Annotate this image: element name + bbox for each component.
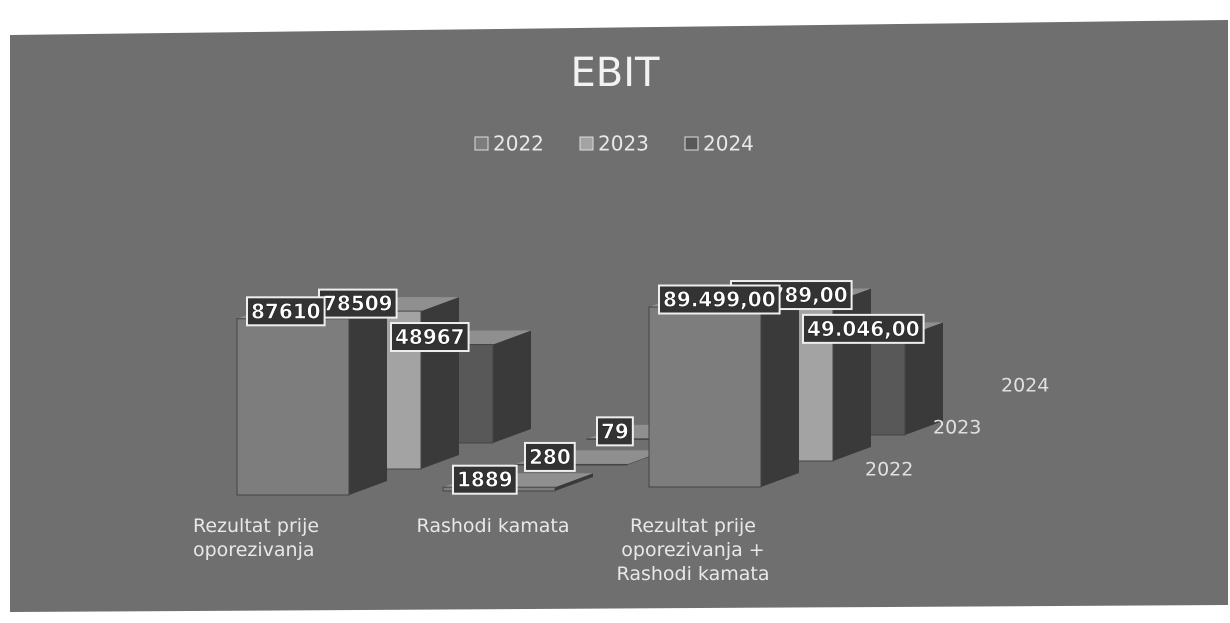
legend-label: 2022 (493, 132, 544, 156)
data-label: 89.499,00 (663, 288, 776, 312)
legend-swatch (579, 136, 594, 151)
data-label-box (658, 284, 781, 315)
data-label: 79 (601, 419, 629, 443)
x-tick-label: Rezultat prije oporezivanja (193, 515, 320, 561)
bar-side (761, 293, 799, 487)
depth-axis-label: 2024 (1001, 375, 1049, 397)
bar-side (555, 473, 593, 491)
chart-title: EBIT (571, 50, 661, 96)
data-label: 280 (529, 445, 571, 469)
legend-label: 2024 (703, 132, 754, 156)
depth-axis-label: 2022 (865, 459, 913, 481)
bar-side (905, 322, 943, 435)
data-label-box (524, 441, 576, 472)
data-label-box (246, 296, 326, 327)
data-label-box (596, 416, 634, 447)
bar-side (493, 330, 531, 443)
x-tick-label: Rezultat prije oporezivanja + Rashodi ka… (616, 515, 770, 585)
bar (648, 306, 762, 488)
legend-label: 2023 (598, 132, 649, 156)
x-tick-label: Rashodi kamata (416, 515, 570, 537)
legend-swatch (474, 136, 489, 151)
data-label-box (452, 464, 518, 495)
data-label-box (802, 313, 925, 344)
data-label: 49.046,00 (807, 317, 920, 341)
data-label: 1889 (457, 468, 513, 492)
bar-side (349, 304, 387, 495)
data-label-box (390, 322, 470, 353)
data-label: 78509 (323, 292, 393, 316)
bar (236, 318, 350, 496)
legend-swatch (684, 136, 699, 151)
data-label: 87610 (251, 299, 321, 323)
data-label: 48967 (395, 325, 465, 349)
depth-axis-label: 2023 (933, 417, 981, 439)
